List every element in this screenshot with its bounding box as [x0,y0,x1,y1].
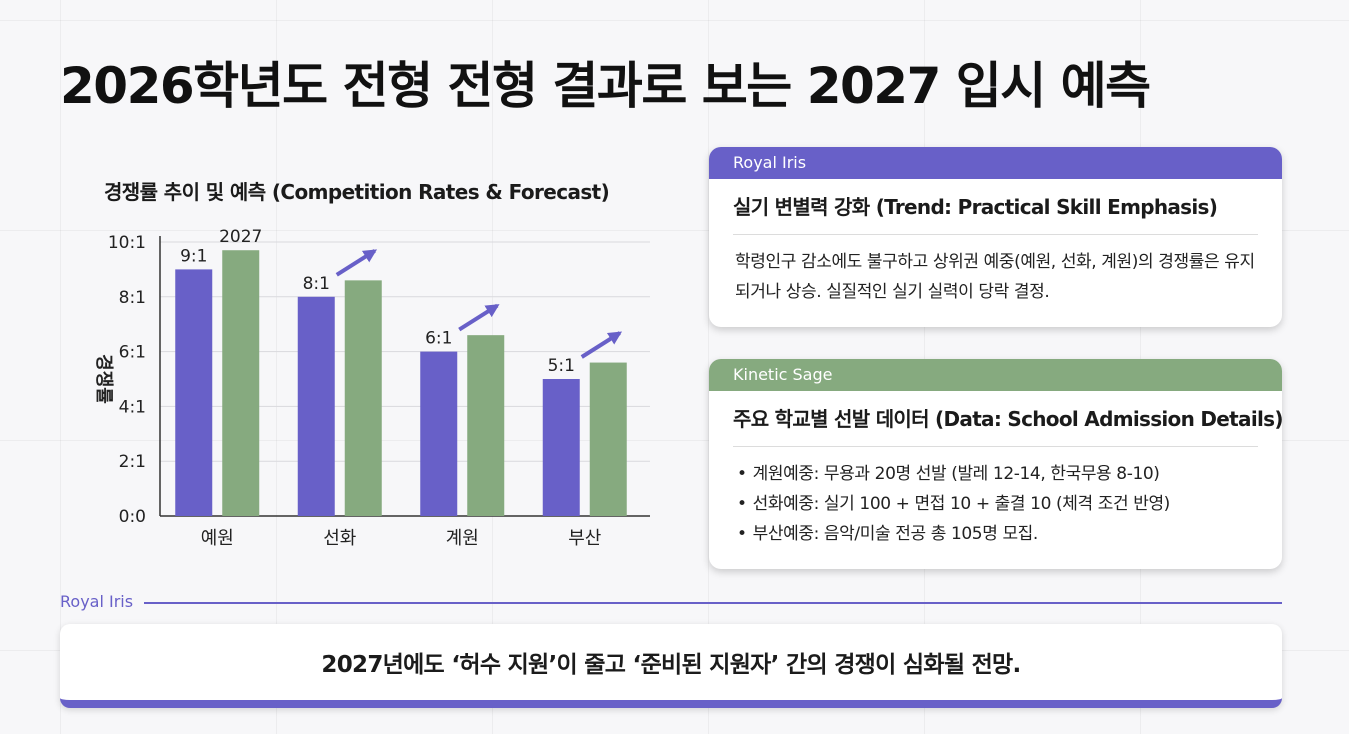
trend-arrow [335,249,378,277]
school-bullet-list: • 계원예중: 무용과 20명 선발 (발레 12-14, 한국무용 8-10) … [737,459,1258,549]
bar-2027 [589,362,627,516]
trend-arrow [580,331,623,359]
bar-data-label: 9:1 [180,246,207,266]
bar-data-label: 6:1 [425,329,452,349]
bar-2026 [420,351,458,516]
y-tick-label: 4:1 [119,397,146,417]
bar-2027 [222,250,260,516]
chart-plot: 0:0 2:1 4:1 6:1 8:1 10:1 경쟁률 9:1 예원 2027 8:1 선화 6:1 계… [93,227,650,549]
y-tick-label: 6:1 [119,343,146,363]
bar-2027 [344,280,382,516]
footer-divider [144,602,1282,604]
bar-data-label: 8:1 [303,274,330,294]
trend-card: Royal Iris 실기 변별력 강화 (Trend: Practical S… [709,147,1282,327]
bullet-dot: • [737,524,747,544]
bullet-dot: • [737,494,747,514]
conclusion-box: 2027년에도 ‘허수 지원’이 줄고 ‘준비된 지원자’ 간의 경쟁이 심화될… [60,624,1282,708]
bullet-text: 부산예중: 음악/미술 전공 총 105명 모집. [752,524,1039,544]
series-annotation-label: 2027 [219,227,262,247]
trend-card-body: 학령인구 감소에도 불구하고 상위권 예중(예원, 선화, 계원)의 경쟁률은 … [735,252,1255,302]
trend-card-header: Royal Iris [709,147,1282,179]
y-tick-label: 10:1 [108,233,146,253]
y-tick-label: 0:0 [119,507,146,527]
bar-2026 [297,296,335,516]
y-axis-title: 경쟁률 [93,354,114,404]
footer-section-label: Royal Iris [60,592,134,611]
list-item: • 선화예중: 실기 100 + 면접 10 + 출결 10 (체격 조건 반영) [737,489,1258,519]
list-item: • 부산예중: 음악/미술 전공 총 105명 모집. [737,519,1258,549]
data-card: Kinetic Sage 주요 학교별 선발 데이터 (Data: School… [709,359,1282,569]
bar-2027 [467,335,505,516]
list-item: • 계원예중: 무용과 20명 선발 (발레 12-14, 한국무용 8-10) [737,459,1258,489]
x-tick-label: 계원 [446,528,479,549]
bullet-text: 선화예중: 실기 100 + 면접 10 + 출결 10 (체격 조건 반영) [752,494,1171,514]
x-tick-label: 부산 [568,528,601,549]
bullet-text: 계원예중: 무용과 20명 선발 (발레 12-14, 한국무용 8-10) [752,464,1160,484]
bar-2026 [542,379,580,516]
y-tick-label: 8:1 [119,288,146,308]
trend-arrow [458,303,500,332]
bar-2026 [175,269,213,516]
trend-card-title: 실기 변별력 강화 (Trend: Practical Skill Emphas… [733,191,1258,235]
x-tick-label: 선화 [323,528,356,549]
chart-title: 경쟁률 추이 및 예측 (Competition Rates & Forecas… [104,180,610,204]
y-tick-label: 2:1 [119,452,146,472]
bullet-dot: • [737,464,747,484]
data-card-header: Kinetic Sage [709,359,1282,391]
competition-chart: 경쟁률 추이 및 예측 (Competition Rates & Forecas… [70,168,670,568]
bar-data-label: 5:1 [548,356,575,376]
page-title: 2026학년도 전형 전형 결과로 보는 2027 입시 예측 [60,57,1151,115]
conclusion-text: 2027년에도 ‘허수 지원’이 줄고 ‘준비된 지원자’ 간의 경쟁이 심화될… [321,652,1021,678]
data-card-title: 주요 학교별 선발 데이터 (Data: School Admission De… [733,403,1282,447]
x-tick-label: 예원 [201,528,234,549]
